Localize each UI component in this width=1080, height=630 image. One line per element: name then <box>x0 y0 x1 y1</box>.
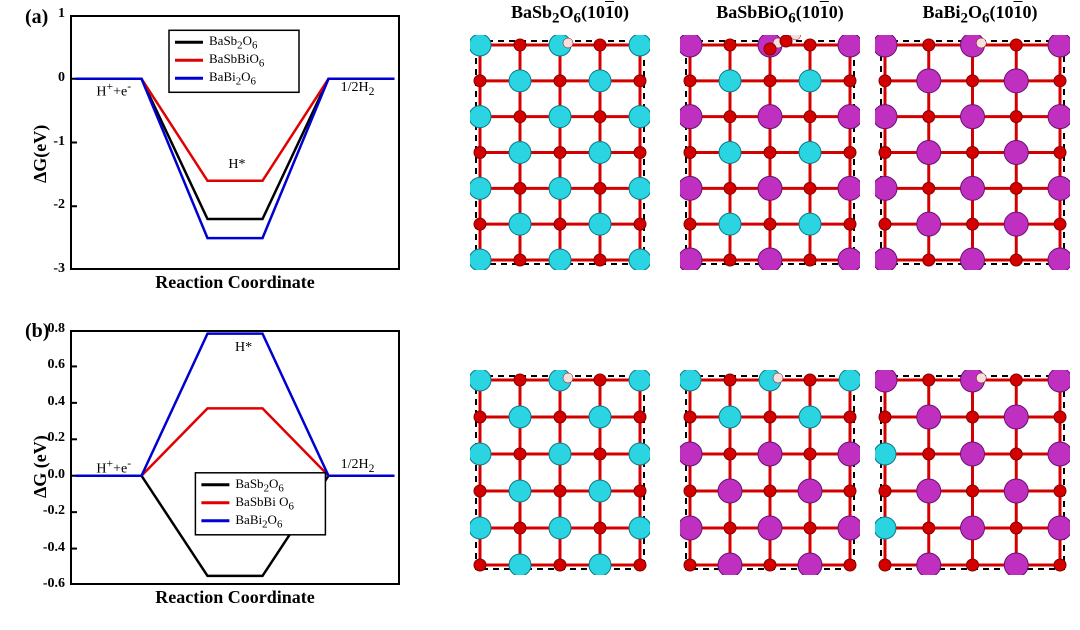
y-tick-label: -0.6 <box>43 576 65 592</box>
y-tick-label: -3 <box>53 261 65 277</box>
y-tick-label: -2 <box>53 197 65 213</box>
y-tick-label: 0.8 <box>48 321 66 337</box>
y-tick-label: -1 <box>53 134 65 150</box>
structure-column-title: BaSb2O6(1010) <box>480 2 660 28</box>
y-tick-label: 0.6 <box>48 357 66 373</box>
legend-label: BaSb2O6 <box>209 33 257 52</box>
y-axis-label: ΔG(eV) <box>30 124 51 182</box>
chart-annotation: 1/2H2 <box>341 80 375 98</box>
chart-annotation: 1/2H2 <box>341 457 375 475</box>
legend-label: BaSbBi O6 <box>235 494 294 513</box>
crystal-structure <box>470 370 650 575</box>
y-axis-label: ΔG (eV) <box>30 435 51 498</box>
y-tick-label: -0.2 <box>43 503 65 519</box>
legend-label: BaBi2O6 <box>209 69 256 88</box>
panel-label-b: (b) <box>25 320 49 343</box>
y-tick-label: 0 <box>58 70 65 86</box>
x-axis-label: Reaction Coordinate <box>70 587 400 608</box>
crystal-structure <box>875 35 1070 270</box>
panel-label-a: (a) <box>25 6 48 29</box>
y-tick-label: 1 <box>58 6 65 22</box>
legend-label: BaSbBiO6 <box>209 51 264 70</box>
crystal-structure <box>680 35 860 270</box>
crystal-structure <box>470 35 650 270</box>
crystal-structure <box>875 370 1070 575</box>
y-tick-label: 0.4 <box>48 394 66 410</box>
chart-annotation: H++e- <box>96 457 131 478</box>
chart-annotation: H++e- <box>96 80 131 101</box>
structure-column-title: BaBi2O6(1010) <box>890 2 1070 28</box>
structure-column-title: BaSbBiO6(1010) <box>690 2 870 28</box>
crystal-structure <box>680 370 860 575</box>
chart-annotation: H* <box>228 157 245 173</box>
x-axis-label: Reaction Coordinate <box>70 272 400 293</box>
legend-label: BaSb2O6 <box>235 476 283 495</box>
legend-label: BaBi2O6 <box>235 512 282 531</box>
chart-annotation: H* <box>235 340 252 356</box>
y-tick-label: -0.4 <box>43 540 65 556</box>
